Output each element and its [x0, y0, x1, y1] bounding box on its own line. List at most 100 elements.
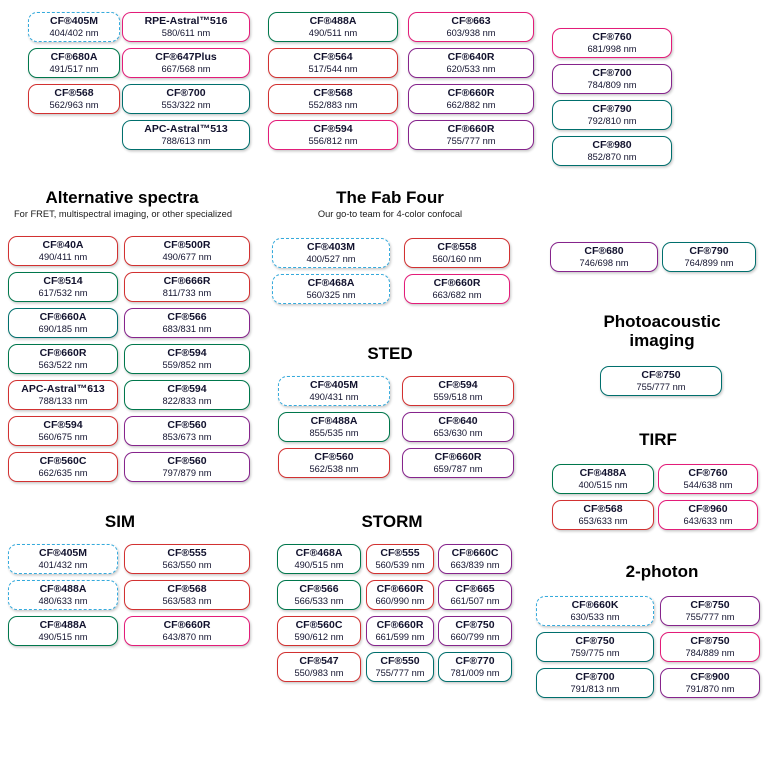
dye-pill: CF®680A 491/517 nm: [28, 48, 120, 78]
dye-pill: CF®680 746/698 nm: [550, 242, 658, 272]
dye-pill: CF®660R 663/682 nm: [404, 274, 510, 304]
dye-wavelengths: 811/733 nm: [162, 287, 212, 298]
dye-name: CF®40A: [42, 238, 84, 251]
dye-wavelengths: 755/777 nm: [685, 611, 735, 622]
dye-name: APC-Astral™513: [144, 122, 228, 135]
dye-wavelengths: 490/511 nm: [308, 27, 358, 38]
dye-group-2photon-col1: CF®660K 630/533 nm CF®750 759/775 nm CF®700 7…: [536, 596, 654, 698]
dye-pill: CF®468A 560/325 nm: [272, 274, 390, 304]
dye-wavelengths: 653/633 nm: [578, 515, 628, 526]
dye-pill: CF®568 653/633 nm: [552, 500, 654, 530]
dye-name: CF®760: [592, 30, 632, 43]
dye-group-tirf-col1: CF®488A 400/515 nm CF®568 653/633 nm: [552, 464, 654, 530]
dye-pill: CF®403M 400/527 nm: [272, 238, 390, 268]
dye-wavelengths: 653/630 nm: [433, 427, 483, 438]
dye-wavelengths: 855/535 nm: [309, 427, 359, 438]
dye-pill: RPE-Astral™516 580/611 nm: [122, 12, 250, 42]
dye-wavelengths: 784/889 nm: [685, 647, 735, 658]
dye-pill: CF®594 559/518 nm: [402, 376, 514, 406]
dye-pill: CF®558 560/160 nm: [404, 238, 510, 268]
dye-pill: CF®660A 690/185 nm: [8, 308, 118, 338]
dye-pill: CF®660R 661/599 nm: [366, 616, 434, 646]
dye-group-fabfour-col2: CF®558 560/160 nm CF®660R 663/682 nm: [404, 238, 510, 304]
dye-pill: CF®660C 663/839 nm: [438, 544, 512, 574]
dye-name: CF®640R: [447, 50, 495, 63]
dye-wavelengths: 490/515 nm: [38, 631, 88, 642]
dye-wavelengths: 617/532 nm: [38, 287, 88, 298]
dye-name: CF®566: [167, 310, 207, 323]
section-title-photoacoustic: Photoacoustic imaging: [603, 312, 721, 351]
dye-wavelengths: 552/883 nm: [308, 99, 358, 110]
dye-pill: CF®405M 404/402 nm: [28, 12, 120, 42]
dye-name: CF®405M: [50, 14, 98, 27]
dye-wavelengths: 661/507 nm: [450, 595, 500, 606]
dye-name: CF®750: [455, 618, 495, 631]
dye-pill: APC-Astral™513 788/613 nm: [122, 120, 250, 150]
dye-pill: CF®700 553/322 nm: [122, 84, 250, 114]
dye-wavelengths: 560/539 nm: [375, 559, 425, 570]
dye-name: APC-Astral™613: [21, 382, 105, 395]
dye-pill: CF®488A 400/515 nm: [552, 464, 654, 494]
section-title-sim: SIM: [104, 512, 136, 531]
dye-wavelengths: 490/677 nm: [162, 251, 212, 262]
dye-wavelengths: 683/831 nm: [162, 323, 212, 334]
dye-wavelengths: 401/432 nm: [38, 559, 88, 570]
dye-pill: CF®665 661/507 nm: [438, 580, 512, 610]
dye-wavelengths: 755/777 nm: [636, 381, 686, 392]
dye-wavelengths: 553/322 nm: [161, 99, 211, 110]
dye-wavelengths: 660/990 nm: [375, 595, 425, 606]
dye-name: CF®568: [583, 502, 623, 515]
dye-name: CF®560C: [39, 454, 87, 467]
dye-name: CF®900: [690, 670, 730, 683]
dye-wavelengths: 746/698 nm: [579, 257, 629, 268]
dye-pill: CF®560 797/879 nm: [124, 452, 250, 482]
dye-name: CF®488A: [39, 582, 87, 595]
dye-name: CF®980: [592, 138, 632, 151]
dye-wavelengths: 797/879 nm: [162, 467, 212, 478]
dye-pill: CF®594 556/812 nm: [268, 120, 398, 150]
dye-group-nearir-col2: CF®790 764/899 nm: [662, 242, 756, 272]
dye-name: CF®666R: [163, 274, 211, 287]
dye-pill: CF®555 560/539 nm: [366, 544, 434, 574]
dye-wavelengths: 544/638 nm: [683, 479, 733, 490]
dye-pill: CF®568 552/883 nm: [268, 84, 398, 114]
dye-pill: CF®488A 480/633 nm: [8, 580, 118, 610]
dye-pill: CF®663 603/938 nm: [408, 12, 534, 42]
dye-name: CF®680A: [50, 50, 98, 63]
dye-wavelengths: 781/009 nm: [450, 667, 500, 678]
dye-name: RPE-Astral™516: [144, 14, 228, 27]
dye-name: CF®403M: [307, 240, 355, 253]
dye-name: CF®594: [43, 418, 83, 431]
dye-name: CF®468A: [307, 276, 355, 289]
dye-name: CF®488A: [310, 414, 358, 427]
dye-wavelengths: 560/160 nm: [432, 253, 482, 264]
dye-name: CF®790: [689, 244, 729, 257]
dye-group-sted-col1: CF®405M 490/431 nm CF®488A 855/535 nm CF®560…: [278, 376, 390, 478]
dye-wavelengths: 822/833 nm: [162, 395, 212, 406]
dye-pill: CF®640R 620/533 nm: [408, 48, 534, 78]
dye-name: CF®750: [690, 634, 730, 647]
section-subtitle-fab-four: Our go-to team for 4-color confocal: [317, 209, 463, 219]
dye-group-sim-col1: CF®405M 401/432 nm CF®488A 480/633 nm CF®488…: [8, 544, 118, 646]
dye-group-top-col3: CF®488A 490/511 nm CF®564 517/544 nm CF®568 5…: [268, 12, 398, 150]
dye-wavelengths: 559/518 nm: [433, 391, 483, 402]
dye-wavelengths: 659/787 nm: [433, 463, 483, 474]
section-title-alternative-spectra: Alternative spectra: [45, 188, 199, 207]
dye-pill: CF®560C 590/612 nm: [277, 616, 361, 646]
dye-wavelengths: 663/839 nm: [450, 559, 500, 570]
dye-group-top-col4: CF®663 603/938 nm CF®640R 620/533 nm CF®660R…: [408, 12, 534, 150]
dye-wavelengths: 560/325 nm: [306, 289, 356, 300]
dye-name: CF®568: [313, 86, 353, 99]
dye-name: CF®594: [313, 122, 353, 135]
dye-name: CF®750: [690, 598, 730, 611]
dye-pill: CF®514 617/532 nm: [8, 272, 118, 302]
dye-group-top-col5: CF®760 681/998 nm CF®700 784/809 nm CF®790 79…: [552, 28, 672, 166]
dye-pill: CF®647Plus 667/568 nm: [122, 48, 250, 78]
dye-wavelengths: 562/538 nm: [309, 463, 359, 474]
dye-pill: CF®594 560/675 nm: [8, 416, 118, 446]
dye-name: CF®594: [167, 382, 207, 395]
dye-wavelengths: 643/870 nm: [162, 631, 212, 642]
dye-name: CF®660R: [447, 86, 495, 99]
dye-name: CF®560: [167, 454, 207, 467]
